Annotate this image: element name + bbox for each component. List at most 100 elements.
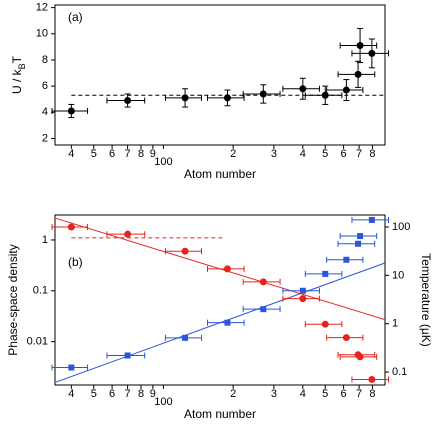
x-tick-label: 9	[150, 148, 156, 160]
data-point	[207, 89, 245, 107]
data-point	[326, 256, 364, 263]
x-tick-label: 5	[91, 388, 97, 400]
data-point	[339, 233, 378, 240]
x-tick-label: 7	[125, 388, 131, 400]
data-point	[164, 334, 202, 341]
x-tick-label: 2	[230, 148, 236, 160]
marker	[259, 278, 267, 286]
data-point	[351, 216, 389, 223]
x-tick-label: 100	[154, 396, 172, 408]
marker	[355, 240, 362, 247]
data-point	[326, 334, 364, 342]
marker	[321, 91, 329, 99]
y-tick-label: 12	[36, 2, 48, 14]
marker	[321, 320, 329, 328]
marker	[259, 90, 267, 98]
plot-frame	[54, 4, 386, 146]
marker	[224, 319, 231, 326]
panel-label: (b)	[68, 255, 83, 269]
data-point	[51, 223, 89, 231]
y2-tick-label: 10	[392, 269, 404, 281]
x-tick-label: 8	[138, 388, 144, 400]
x-tick-label: 7	[356, 388, 362, 400]
marker	[181, 94, 189, 102]
y2-tick-label: 1	[392, 318, 398, 330]
x-tick-label: 4	[68, 388, 74, 400]
marker	[124, 230, 132, 238]
marker	[68, 364, 75, 371]
y-tick-label: 0.1	[33, 285, 48, 297]
x-tick-label: 7	[125, 148, 131, 160]
x-tick-label: 6	[341, 388, 347, 400]
x-tick-label: 3	[271, 388, 277, 400]
y-tick-label: 1	[42, 234, 48, 246]
data-point	[282, 287, 320, 294]
data-point	[337, 60, 376, 88]
y2-axis-label: Temperature (µK)	[419, 253, 433, 347]
y-label-sub: B	[17, 63, 27, 69]
x-tick-label: 5	[91, 148, 97, 160]
data-point	[106, 352, 146, 359]
data-point	[351, 38, 389, 69]
marker	[356, 42, 364, 50]
marker	[299, 295, 307, 303]
marker	[299, 287, 306, 294]
y-label-part: U / k	[10, 68, 24, 94]
data-point	[207, 319, 245, 326]
marker	[368, 375, 376, 383]
marker	[343, 256, 350, 263]
data-point	[304, 320, 343, 328]
data-point	[242, 278, 281, 286]
data-point	[304, 85, 343, 105]
x-tick-label: 7	[356, 148, 362, 160]
plot-frame	[54, 214, 386, 386]
marker	[368, 49, 376, 57]
data-point	[242, 84, 281, 104]
marker	[182, 334, 189, 341]
y-tick-label: 2	[42, 132, 48, 144]
x-tick-label: 100	[154, 156, 172, 168]
y-axis-label: Phase-space density	[6, 244, 20, 355]
x-tick-label: 3	[271, 148, 277, 160]
x-tick-label: 4	[68, 148, 74, 160]
x-tick-label: 4	[300, 148, 306, 160]
marker	[181, 247, 189, 255]
x-tick-label: 8	[138, 148, 144, 160]
x-tick-label: 2	[230, 388, 236, 400]
marker	[223, 94, 231, 102]
marker	[322, 270, 329, 277]
x-axis-label: Atom number	[184, 167, 256, 181]
x-tick-label: 8	[369, 388, 375, 400]
data-point	[164, 247, 202, 255]
panel-label: (a)	[68, 10, 83, 24]
y2-tick-label: 100	[392, 221, 410, 233]
data-point	[207, 265, 245, 273]
data-point	[106, 230, 146, 238]
y-tick-label: 4	[42, 106, 48, 118]
x-tick-label: 9	[150, 388, 156, 400]
marker	[67, 223, 75, 231]
marker	[223, 265, 231, 273]
marker	[260, 306, 267, 313]
y-label-part: T	[10, 55, 24, 63]
x-tick-label: 6	[109, 388, 115, 400]
y-tick-label: 10	[36, 28, 48, 40]
x-tick-label: 5	[322, 388, 328, 400]
marker	[368, 216, 375, 223]
data-point	[351, 375, 389, 383]
data-point	[326, 79, 364, 102]
marker	[124, 97, 132, 105]
y-tick-label: 0.01	[27, 336, 48, 348]
data-point	[106, 93, 146, 108]
data-point	[164, 88, 202, 108]
data-point	[282, 77, 320, 100]
x-axis-label: Atom number	[184, 407, 256, 421]
data-point	[339, 28, 378, 64]
y-tick-label: 8	[42, 54, 48, 66]
marker	[356, 353, 364, 361]
x-tick-label: 5	[322, 148, 328, 160]
marker	[67, 107, 75, 115]
y2-tick-label: 0.1	[392, 366, 407, 378]
data-point	[282, 295, 320, 303]
